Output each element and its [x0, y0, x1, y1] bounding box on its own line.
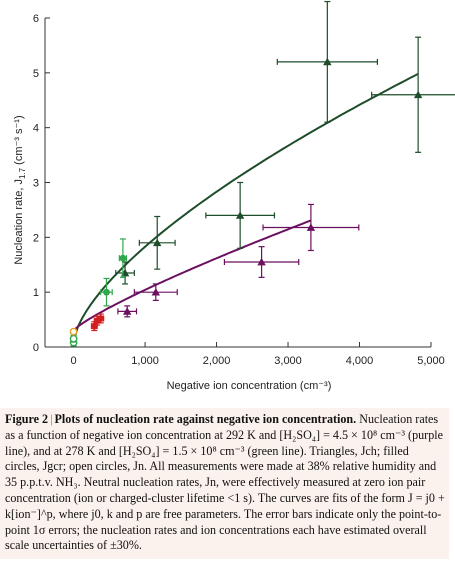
- data-point: [115, 261, 135, 285]
- triangle-marker: [153, 238, 162, 247]
- y-tick-label: 4: [33, 123, 39, 135]
- x-tick-label: 1,000: [131, 355, 159, 367]
- y-tick-label: 0: [33, 342, 39, 354]
- x-tick-label: 5,000: [417, 355, 445, 367]
- open-circle-marker: [69, 334, 78, 343]
- data-point: [118, 238, 128, 278]
- circle-marker: [90, 322, 98, 330]
- chart-axes: 0 1,000 2,000 3,000 4,000 5,000 0 1 2 3 4 5 6: [33, 13, 445, 367]
- y-tick-label: 3: [33, 178, 39, 190]
- triangle-marker: [257, 257, 266, 266]
- circle-marker: [119, 254, 127, 262]
- data-point: [97, 313, 105, 324]
- data-point: [100, 277, 113, 307]
- triangle-marker: [235, 211, 245, 219]
- data-point: [371, 36, 455, 153]
- triangle-marker: [123, 307, 132, 315]
- data-point: [223, 246, 300, 278]
- y-axis-label: Nucleation rate, J1.7 (cm⁻³ s⁻¹): [13, 115, 27, 264]
- y-tick-label: 2: [33, 232, 39, 244]
- data-point: [276, 0, 378, 123]
- x-tick-label: 0: [71, 355, 77, 367]
- x-tick-label: 3,000: [274, 355, 302, 367]
- data-point: [69, 327, 78, 336]
- y-tick-label: 6: [33, 13, 39, 25]
- nucleation-rate-chart: 0 1,000 2,000 3,000 4,000 5,000 0 1 2 3 4 5 6 Nuclea…: [13, 0, 455, 392]
- data-point: [262, 203, 360, 252]
- y-tick-label: 5: [33, 68, 39, 80]
- triangle-marker: [323, 57, 332, 66]
- caption-body: Nucleation rates as a function of negati…: [5, 412, 445, 553]
- triangle-marker: [413, 90, 423, 99]
- data-points: [69, 0, 455, 347]
- circle-marker: [103, 288, 110, 296]
- data-point: [138, 215, 176, 270]
- y-tick-label: 1: [33, 287, 39, 299]
- fit-curve: [72, 219, 312, 332]
- data-point: [117, 305, 138, 318]
- data-point: [205, 181, 276, 249]
- figure-caption: Figure 2 | Plots of nucleation rate agains…: [0, 408, 449, 560]
- fit-curve: [72, 73, 419, 342]
- open-circle-marker: [69, 327, 78, 336]
- triangle-marker: [306, 223, 316, 231]
- triangle-marker: [151, 287, 160, 296]
- caption-separator: |: [50, 412, 53, 426]
- figure-title: Plots of nucleation rate against negativ…: [54, 412, 357, 426]
- figure-number: Figure 2: [5, 412, 49, 426]
- x-tick-label: 4,000: [346, 355, 374, 367]
- x-tick-label: 2,000: [203, 355, 231, 367]
- x-axis-label: Negative ion concentration (cm⁻³): [167, 380, 332, 392]
- data-point: [69, 334, 78, 343]
- data-point: [133, 283, 178, 301]
- circle-marker: [97, 315, 105, 322]
- fit-curves: [72, 73, 419, 342]
